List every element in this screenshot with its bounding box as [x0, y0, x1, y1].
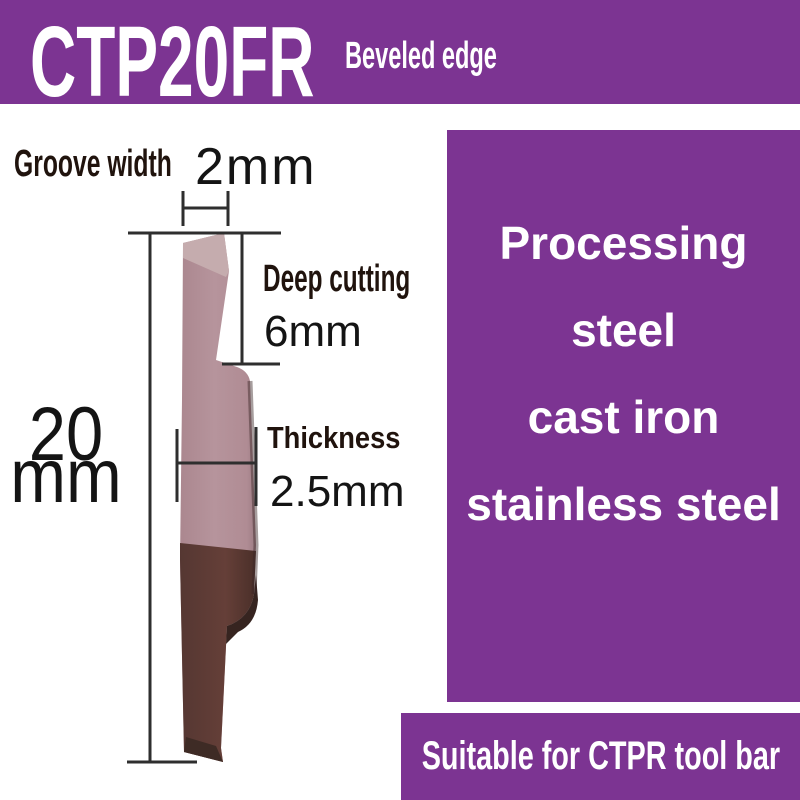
header-banner: CTP20FR Beveled edge: [0, 0, 800, 112]
thickness-value: 2.5mm: [270, 467, 405, 516]
tool-notch-shadow: [226, 575, 258, 644]
tool-bottom-bevel: [184, 737, 223, 762]
deep-cutting-line: [222, 233, 280, 366]
materials-panel: Processing steel cast iron stainless ste…: [447, 130, 800, 702]
materials-list: Processing steel cast iron stainless ste…: [447, 200, 800, 548]
total-height-value-number: 20: [28, 392, 104, 477]
footer-strip: Suitable for CTPR tool bar: [401, 713, 800, 800]
groove-width-value: 2mm: [195, 138, 317, 196]
deep-cutting-label: Deep cutting: [263, 258, 411, 300]
groove-width-marker: [181, 191, 230, 226]
material-line-processing: Processing: [499, 217, 748, 269]
material-line-cast-iron: cast iron: [527, 391, 720, 443]
total-height-value-unit: mm: [10, 434, 122, 519]
tool-edge-shadow: [247, 380, 259, 595]
product-code-title: CTP20FR: [30, 6, 315, 118]
edge-type-subtitle: Beveled edge: [345, 35, 497, 77]
footer-text: Suitable for CTPR tool bar: [421, 734, 780, 778]
material-line-steel: steel: [571, 304, 676, 356]
groove-width-label: Groove width: [14, 143, 172, 185]
total-height-line: [127, 233, 197, 764]
tool-bevel-face: [183, 233, 229, 277]
thickness-label: Thickness: [267, 420, 401, 455]
deep-cutting-value: 6mm: [264, 307, 362, 356]
tool-dark-section: [180, 543, 256, 762]
dimension-lines: [127, 191, 281, 764]
material-line-stainless-steel: stainless steel: [466, 478, 781, 530]
thickness-line: [175, 427, 258, 506]
